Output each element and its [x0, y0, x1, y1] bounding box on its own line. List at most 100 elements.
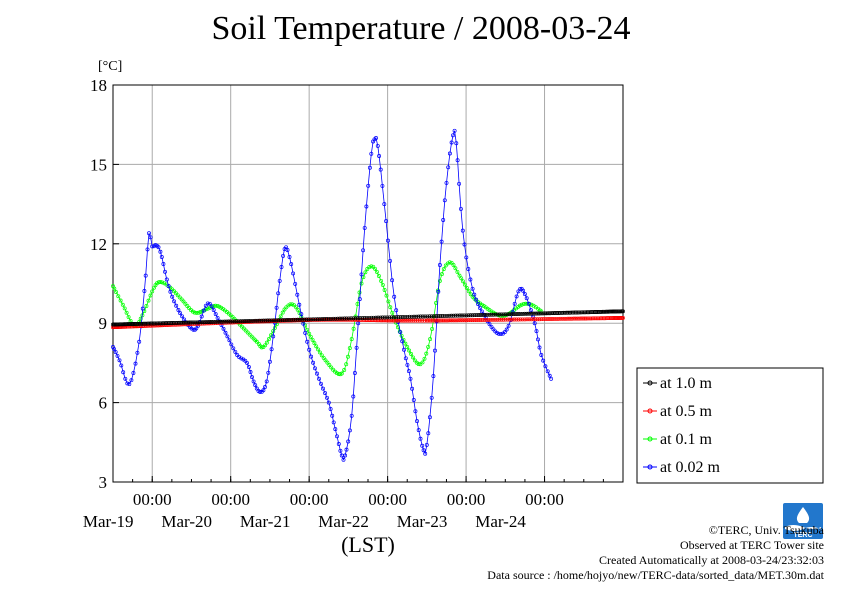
data-point	[411, 398, 416, 402]
data-point	[377, 154, 382, 158]
data-point	[230, 319, 235, 324]
data-point	[248, 318, 253, 323]
data-point	[278, 318, 283, 323]
data-point	[194, 310, 199, 315]
data-point	[124, 310, 129, 315]
data-point	[362, 225, 367, 230]
legend-label: at 0.5 m	[660, 403, 713, 420]
data-point	[207, 301, 212, 306]
data-point	[447, 313, 452, 318]
data-point	[251, 318, 255, 323]
data-point	[545, 369, 550, 374]
data-point	[409, 318, 414, 323]
data-point	[337, 316, 342, 321]
data-point	[386, 238, 390, 243]
data-point	[434, 314, 439, 319]
data-point	[292, 303, 296, 308]
data-point	[159, 255, 164, 259]
series-at-1-0-m	[111, 309, 625, 327]
data-point	[374, 269, 379, 274]
data-point	[476, 313, 481, 317]
data-point	[243, 328, 248, 333]
y-axis: 3 6 9 12 15 18	[90, 76, 119, 492]
data-point	[346, 316, 351, 321]
data-point	[445, 318, 450, 323]
data-point	[330, 413, 335, 418]
data-point	[384, 293, 389, 298]
data-point	[192, 310, 197, 315]
data-point	[407, 314, 412, 319]
data-point	[295, 317, 300, 322]
data-point	[369, 264, 374, 269]
data-point	[556, 316, 561, 321]
data-point	[277, 278, 282, 283]
data-point	[411, 355, 415, 360]
data-point	[323, 358, 328, 363]
data-point	[459, 276, 464, 281]
data-point	[238, 319, 243, 324]
data-point	[323, 391, 328, 396]
data-point	[191, 320, 195, 325]
data-point	[483, 312, 488, 317]
data-point	[198, 310, 203, 314]
data-point	[364, 204, 369, 209]
data-point	[460, 228, 465, 233]
data-point	[495, 312, 500, 317]
data-point	[451, 313, 456, 318]
data-point	[140, 321, 145, 326]
data-point	[405, 362, 410, 367]
data-point	[305, 327, 310, 332]
data-point	[543, 317, 548, 322]
data-point	[416, 314, 421, 319]
data-point	[120, 302, 125, 307]
data-point	[429, 395, 434, 400]
data-point	[482, 317, 487, 322]
data-point	[347, 428, 352, 433]
y-tick-label: 6	[99, 394, 108, 413]
data-point	[168, 289, 173, 294]
data-point	[516, 317, 521, 322]
data-point	[373, 266, 377, 271]
data-point	[136, 321, 141, 326]
data-point	[264, 340, 269, 345]
data-point	[315, 317, 320, 322]
data-point	[217, 319, 221, 324]
data-point	[478, 313, 483, 317]
data-point	[269, 347, 274, 352]
legend-swatch-marker	[647, 436, 653, 442]
legend-label: at 0.02 m	[660, 459, 721, 476]
data-point	[313, 317, 318, 322]
data-point	[351, 326, 356, 331]
data-point	[133, 321, 138, 326]
data-point	[539, 311, 544, 316]
data-point	[358, 316, 363, 321]
data-point	[320, 317, 324, 322]
data-point	[342, 368, 347, 372]
data-point	[282, 318, 287, 323]
data-point	[485, 312, 490, 317]
data-point	[462, 313, 467, 318]
data-point	[400, 315, 405, 319]
data-point	[493, 317, 498, 322]
data-point	[267, 359, 272, 364]
data-point	[342, 316, 347, 321]
data-point	[444, 180, 449, 185]
data-point	[472, 313, 477, 318]
data-point	[353, 316, 358, 321]
data-point	[449, 313, 454, 318]
data-point	[438, 314, 443, 318]
data-point	[349, 337, 354, 342]
data-point	[266, 337, 271, 342]
data-point	[127, 382, 132, 387]
data-point	[423, 314, 428, 319]
data-point	[516, 289, 521, 294]
y-axis-label: [°C]	[98, 59, 122, 74]
data-point	[178, 311, 183, 316]
data-point	[352, 371, 357, 375]
data-point	[451, 318, 456, 323]
data-point	[600, 309, 605, 314]
data-point	[272, 318, 276, 323]
data-point	[390, 310, 395, 315]
data-point	[386, 299, 391, 304]
data-point	[343, 453, 348, 458]
